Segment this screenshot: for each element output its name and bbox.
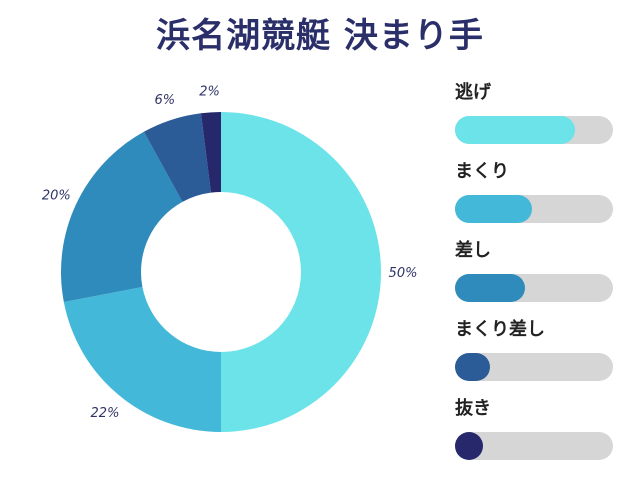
legend-bar-fill [455,274,525,302]
donut-slice-makuri [63,286,221,432]
legend: 逃げ まくり 差し まくり差し 抜き [455,78,625,473]
legend-item-nuki: 抜き [455,394,625,473]
legend-bar-track [455,353,613,381]
legend-item-makurizashi: まくり差し [455,315,625,394]
legend-label: まくり [455,161,509,182]
slice-label-nige: 50% [389,266,418,281]
legend-bar-track [455,274,613,302]
donut-slice-sashi [61,131,183,302]
legend-label: 差し [455,240,491,261]
slice-label-nuki: 2% [199,84,220,99]
legend-label: まくり差し [455,319,545,340]
legend-bar-fill [455,432,484,460]
donut-slice-nige [221,112,381,432]
legend-label: 抜き [455,398,491,419]
slice-label-makuri: 22% [91,406,120,421]
slice-label-sashi: 20% [42,189,71,204]
legend-item-sashi: 差し [455,236,625,315]
legend-bar-track [455,116,613,144]
chart-title: 浜名湖競艇 決まり手 [156,16,484,56]
donut-slice-makurizashi [143,113,211,202]
donut-slice-nuki [200,112,221,193]
legend-bar-track [455,432,613,460]
legend-bar-track [455,195,613,223]
slice-label-makurizashi: 6% [154,93,175,108]
legend-bar-fill [455,353,490,381]
legend-bar-fill [455,195,533,223]
legend-label: 逃げ [455,82,491,103]
legend-bar-fill [455,116,576,144]
legend-item-makuri: まくり [455,157,625,236]
legend-item-nige: 逃げ [455,78,625,157]
